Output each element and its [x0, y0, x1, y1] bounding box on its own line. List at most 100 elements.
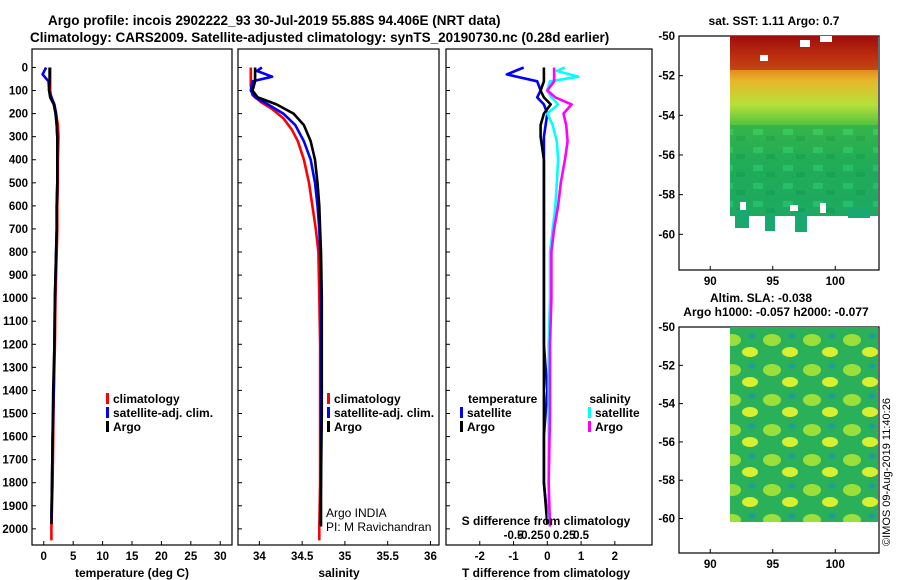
- depth-tick-label: 600: [9, 201, 28, 213]
- sla-field: [730, 327, 878, 522]
- x-tick-label: 34: [253, 551, 266, 563]
- salinity-axis-ticks: 34 34.5 35 35.5 36: [253, 541, 437, 563]
- series-line-s-argo: [545, 67, 573, 527]
- series-line-s-satellite: [545, 66, 580, 525]
- sla-map-title-line2: Argo h1000: -0.057 h2000: -0.077: [683, 305, 869, 319]
- map-lat-label: -60: [658, 229, 675, 241]
- depth-tick-label: 1600: [2, 432, 28, 444]
- x-tick-label: 30: [214, 551, 227, 563]
- depth-tick-label: 100: [9, 86, 28, 98]
- difference-legend: temperature satellite Argo salinity sate…: [460, 392, 640, 434]
- salinity-depth-ticks: [238, 66, 242, 530]
- sst-map-title: sat. SST: 1.11 Argo: 0.7: [709, 14, 840, 28]
- legend-climatology: climatology: [334, 392, 401, 406]
- legend-argo: Argo: [113, 420, 141, 434]
- legend-climatology: climatology: [113, 392, 180, 406]
- legend-temperature-title: temperature: [468, 392, 538, 406]
- x-tick-label: 25: [184, 551, 197, 563]
- depth-tick-label: 1300: [2, 362, 28, 374]
- temperature-series: [41, 66, 60, 541]
- figure-title-line1: Argo profile: incois 2902222_93 30-Jul-2…: [48, 13, 500, 28]
- legend-s-satellite: satellite: [595, 406, 640, 420]
- map-lat-label: -52: [658, 71, 675, 83]
- map-lon-label: 95: [766, 559, 779, 571]
- map-lat-label: -56: [658, 437, 675, 449]
- map-lon-label: 90: [704, 276, 717, 288]
- salinity-plot-frame: [237, 48, 440, 546]
- sst-map-panel: sat. SST: 1.11 Argo: 0.7 -50 -52 -54 -56 -58…: [658, 14, 880, 288]
- depth-tick-label: 1700: [2, 455, 28, 467]
- depth-axis-ticks: 0 100 200 300 400 500 600 700 800 900 1000 1100 1200…: [2, 62, 36, 536]
- depth-tick-label: 200: [9, 109, 28, 121]
- legend-satellite-adj: satellite-adj. clim.: [334, 406, 434, 420]
- temperature-panel: 0100200300400500600700800900100011001200…: [2, 48, 233, 580]
- series-line-argo: [251, 67, 324, 527]
- x-tick-label: 35: [339, 551, 352, 563]
- x-tick-label: 2: [612, 551, 618, 563]
- x-tick-label: 5: [70, 551, 77, 563]
- difference-depth-ticks: [446, 66, 450, 530]
- map-lon-label: 90: [704, 559, 717, 571]
- s-difference-axis-label: S difference from climatology: [462, 514, 631, 528]
- x-tick-label: 20: [155, 551, 168, 563]
- map-lat-label: -50: [658, 322, 675, 334]
- depth-tick-label: 0: [22, 62, 28, 74]
- salinity-legend: climatology satellite-adj. clim. Argo: [327, 392, 434, 434]
- map-lat-label: -54: [658, 399, 675, 411]
- map-lat-label: -52: [658, 360, 675, 372]
- x-tick-label: 36: [424, 551, 437, 563]
- difference-plot-frame: [445, 48, 653, 546]
- depth-tick-label: 1000: [2, 293, 28, 305]
- depth-tick-label: 2000: [2, 524, 28, 536]
- temperature-plot-frame: [31, 48, 233, 546]
- s-tick-label: 0.5: [573, 530, 590, 542]
- map-lon-label: 100: [826, 276, 845, 288]
- depth-tick-label: 800: [9, 247, 28, 259]
- map-lon-label: 100: [826, 559, 845, 571]
- x-tick-label: 34.5: [291, 551, 314, 563]
- s-tick-label: 0.25: [553, 530, 576, 542]
- depth-tick-label: 1100: [3, 316, 28, 328]
- sla-map-title-line1: Altim. SLA: -0.038: [710, 291, 812, 305]
- map-lat-label: -58: [658, 475, 675, 487]
- difference-axis-ticks: -2 -1 0 1 2 -0.5-0.25 0 0.250.5: [475, 530, 618, 563]
- x-tick-label: -2: [475, 551, 485, 563]
- legend-salinity-title: salinity: [589, 392, 631, 406]
- sla-map-panel: Altim. SLA: -0.038 Argo h1000: -0.057 h2…: [658, 291, 880, 571]
- annotation-pi: PI: M Ravichandran: [326, 520, 431, 534]
- x-tick-label: -1: [508, 551, 519, 563]
- sst-map-axes: -50 -52 -54 -56 -58 -60 90 95 100: [658, 31, 844, 288]
- legend-t-argo: Argo: [467, 420, 495, 434]
- depth-tick-label: 1500: [2, 409, 28, 421]
- map-lat-label: -58: [658, 190, 675, 202]
- depth-tick-label: 1400: [2, 385, 28, 397]
- annotation-argo-india: Argo INDIA: [326, 506, 387, 520]
- map-lat-label: -56: [658, 150, 675, 162]
- x-tick-label: 35.5: [376, 551, 399, 563]
- salinity-series: [249, 66, 324, 541]
- map-lat-label: -54: [658, 110, 675, 122]
- depth-tick-label: 300: [9, 132, 28, 144]
- map-lat-label: -50: [658, 31, 675, 43]
- temperature-axis-ticks: 0 5 10 15 20 25 30: [41, 541, 227, 563]
- s-tick-label: -0.5: [504, 530, 524, 542]
- x-tick-label: 10: [96, 551, 109, 563]
- depth-tick-label: 1900: [2, 501, 28, 513]
- temperature-legend: climatology satellite-adj. clim. Argo: [106, 392, 213, 434]
- legend-s-argo: Argo: [595, 420, 623, 434]
- legend-satellite-adj: satellite-adj. clim.: [113, 406, 213, 420]
- series-line-argo: [47, 67, 59, 525]
- legend-t-satellite: satellite: [467, 406, 512, 420]
- map-lat-label: -60: [658, 514, 675, 526]
- salinity-panel: 34 34.5 35 35.5 36 salinity climatology sate…: [237, 48, 440, 580]
- x-tick-label: 15: [126, 551, 139, 563]
- salinity-axis-label: salinity: [318, 566, 360, 580]
- s-tick-label: -0.25: [517, 530, 544, 542]
- depth-tick-label: 700: [9, 224, 28, 236]
- map-lon-label: 95: [766, 276, 779, 288]
- t-difference-axis-label: T difference from climatology: [462, 566, 630, 580]
- difference-series: [505, 66, 580, 527]
- difference-panel: -2 -1 0 1 2 -0.5-0.25 0 0.250.5 T difference fr…: [445, 48, 653, 580]
- imos-timestamp: ©IMOS 09-Aug-2019 11:40:26: [881, 398, 893, 546]
